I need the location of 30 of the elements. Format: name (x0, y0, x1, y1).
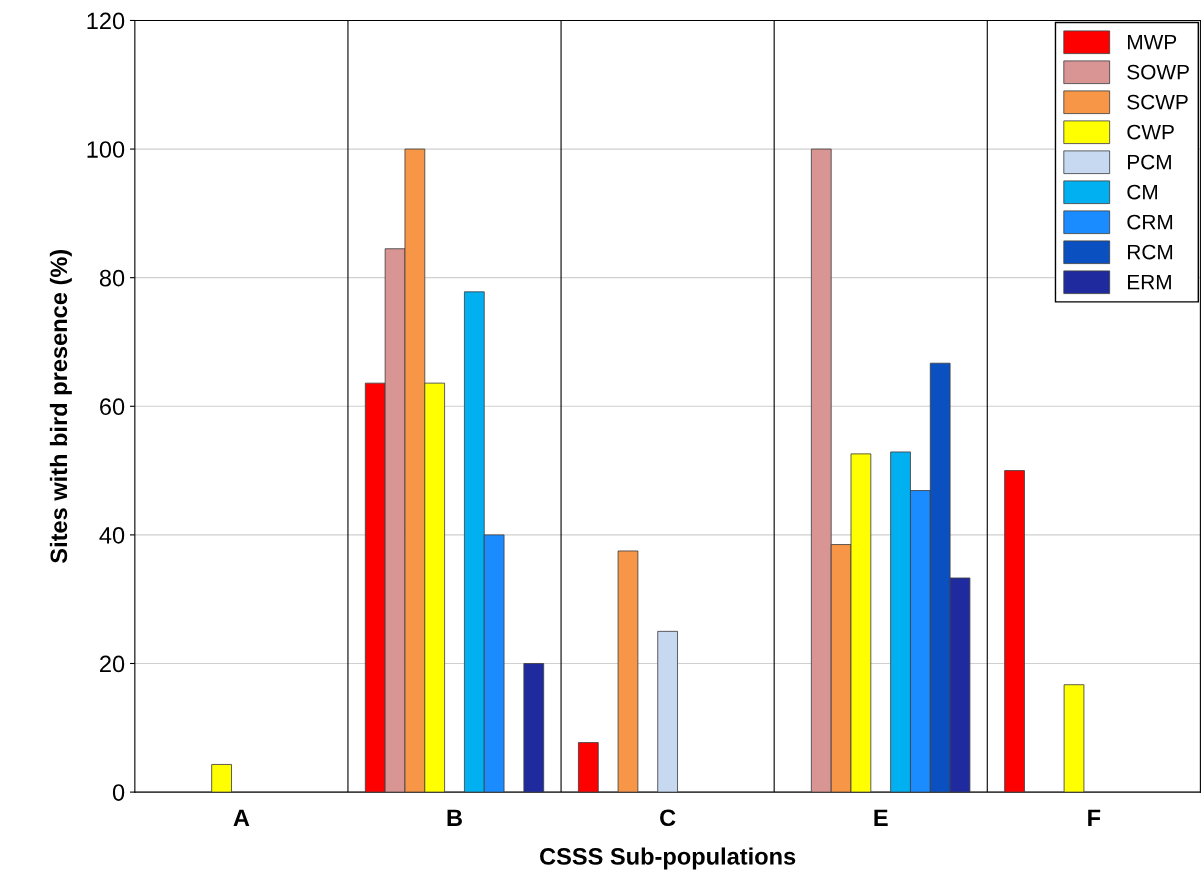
legend-label: SCWP (1127, 94, 1188, 110)
y-tick-label: 120 (87, 12, 125, 30)
y-tick-label: 80 (99, 269, 125, 287)
bar (211, 764, 232, 793)
x-axis-title: CSSS Sub-populations (540, 847, 796, 870)
legend-label: RCM (1128, 244, 1173, 260)
legend-label: MWP (1128, 34, 1177, 50)
legend-label: CWP (1127, 124, 1174, 140)
legend-label: SOWP (1127, 64, 1189, 80)
x-tick-label: F (1088, 809, 1101, 826)
legend-label: CM (1127, 184, 1157, 200)
bar (657, 630, 678, 793)
x-tick-label: C (660, 809, 676, 827)
x-tick-label: E (874, 809, 888, 826)
y-tick-label: 0 (112, 784, 125, 801)
legend-label: PCM (1128, 154, 1171, 170)
y-tick-label: 20 (100, 655, 125, 673)
y-tick-label: 60 (100, 398, 125, 416)
x-tick-label: A (233, 809, 250, 826)
y-axis-title: Sites with bird presence (%) (49, 250, 72, 564)
bar (1063, 684, 1085, 793)
bar (523, 663, 545, 793)
bar (617, 550, 639, 793)
x-tick-label: B (447, 809, 462, 826)
bar (1004, 470, 1025, 793)
y-tick-label: 40 (99, 526, 125, 544)
legend-label: CRM (1127, 214, 1173, 230)
bar (578, 742, 599, 793)
legend-label: ERM (1128, 274, 1171, 290)
y-tick-label: 100 (87, 141, 125, 158)
